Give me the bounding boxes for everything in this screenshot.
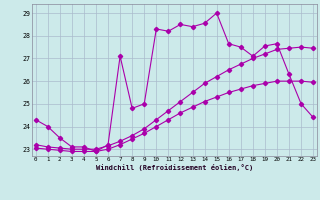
X-axis label: Windchill (Refroidissement éolien,°C): Windchill (Refroidissement éolien,°C) — [96, 164, 253, 171]
